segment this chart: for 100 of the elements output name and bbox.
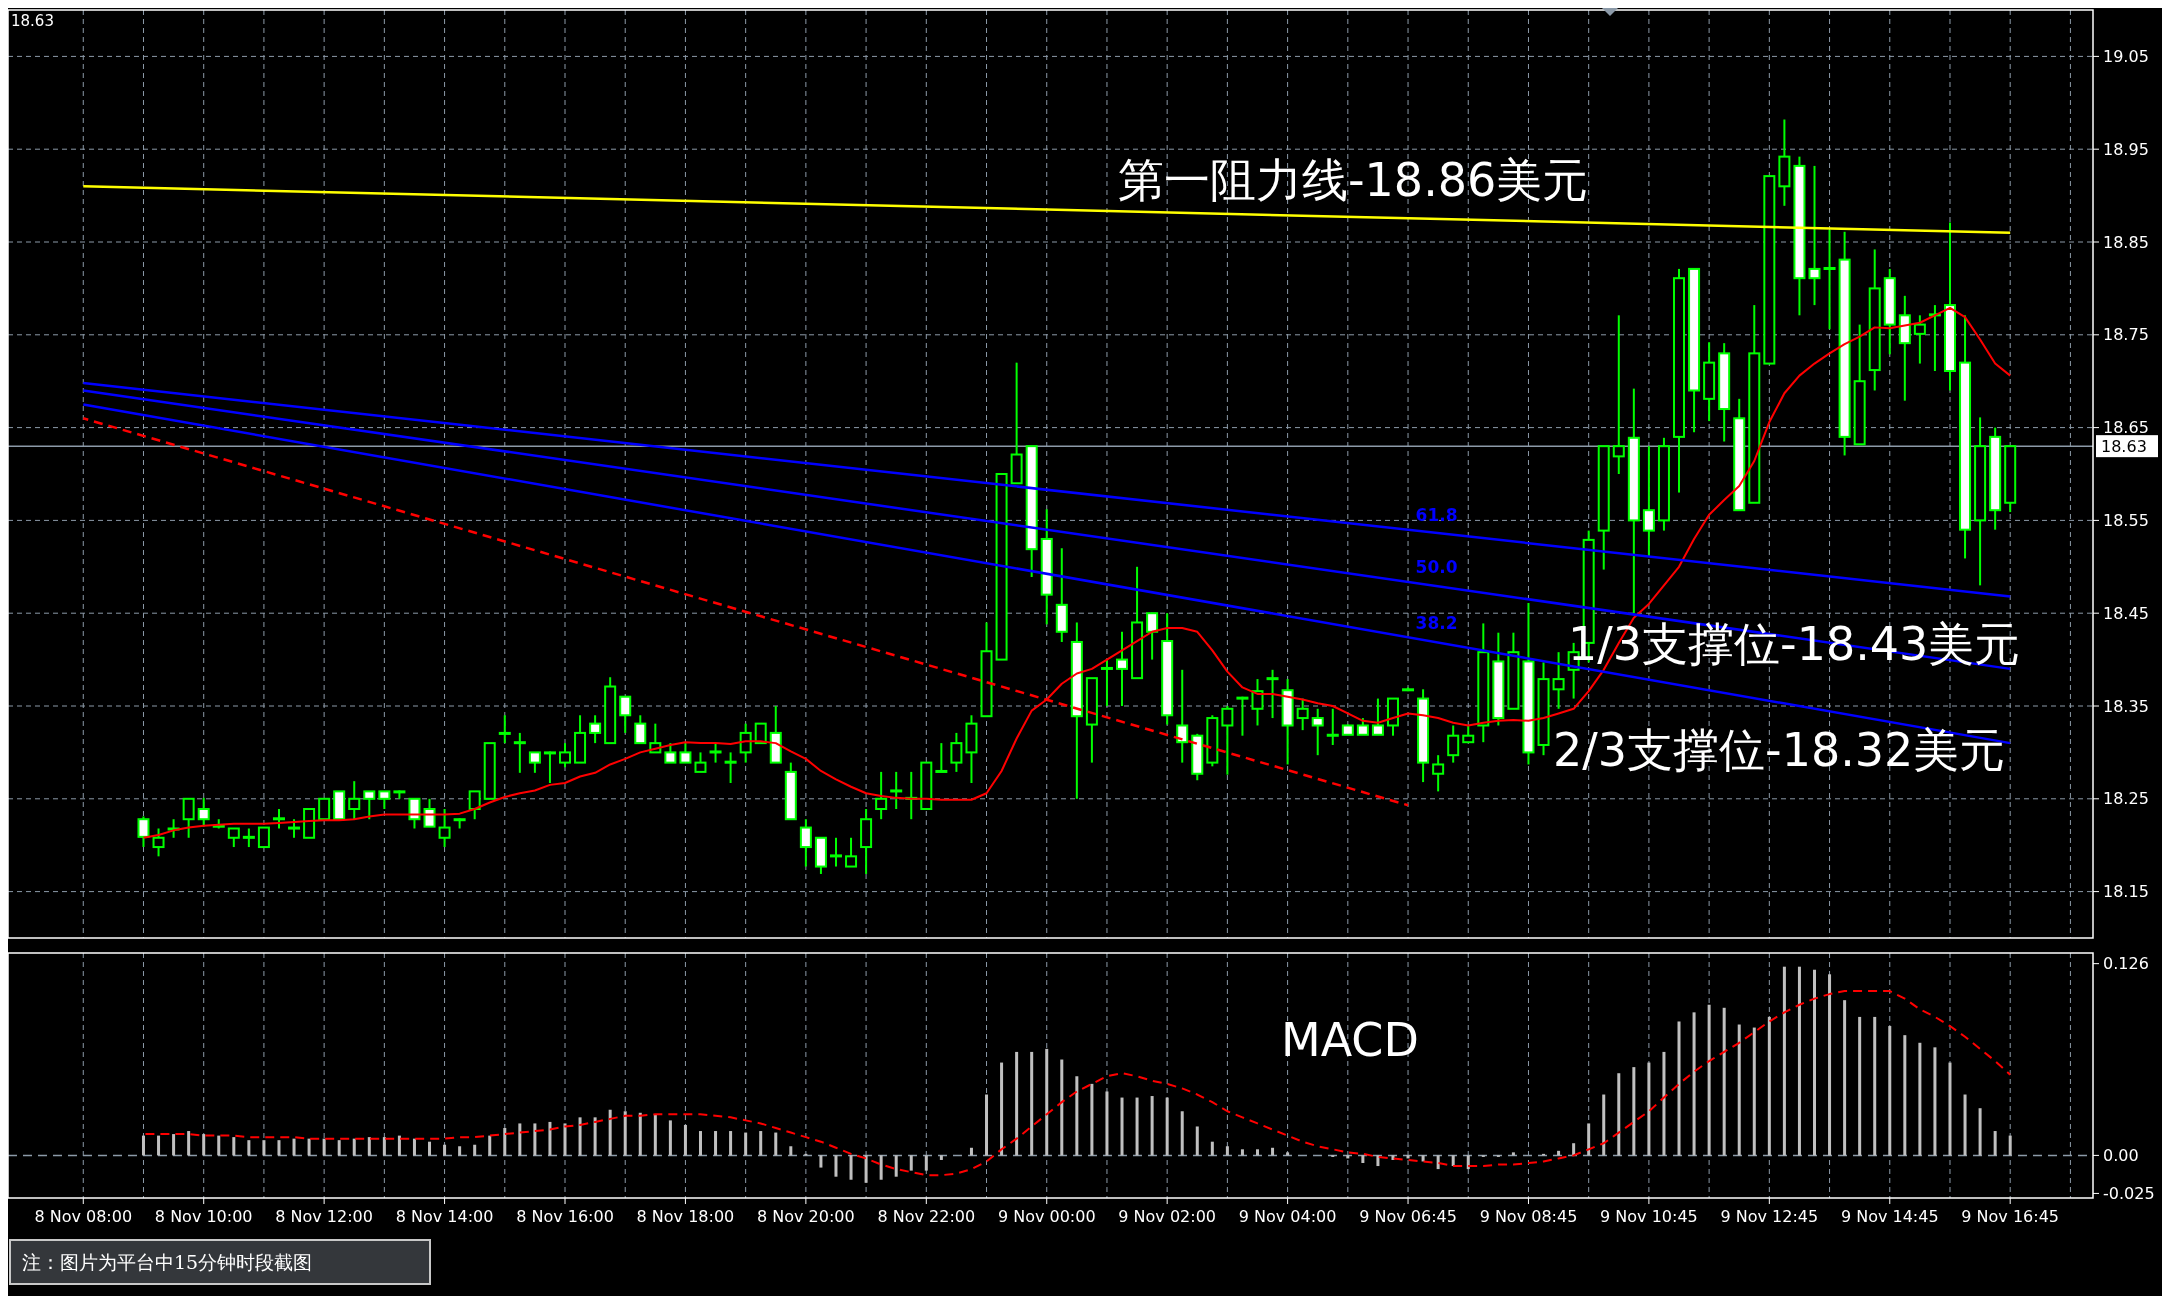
candlestick — [1116, 630, 1129, 707]
candlestick — [1326, 707, 1339, 746]
x-tick-label: 8 Nov 20:00 — [757, 1207, 855, 1226]
bar — [1180, 1111, 1184, 1156]
candlestick — [1808, 164, 1821, 307]
candlestick — [363, 790, 376, 821]
bar — [1120, 1097, 1124, 1156]
bar — [1632, 1067, 1636, 1156]
candlestick — [242, 827, 255, 849]
bar — [1903, 1035, 1907, 1156]
bar — [623, 1111, 627, 1156]
candlestick — [1552, 651, 1565, 710]
candlestick — [1236, 695, 1249, 737]
candlestick — [182, 797, 195, 839]
annotation: 第一阻力线-18.86美元 — [1118, 153, 1589, 207]
bar — [1888, 1026, 1892, 1156]
series-label: 38.2 — [1415, 612, 1458, 633]
bar — [1722, 1007, 1726, 1156]
candlestick — [559, 742, 571, 769]
bar — [247, 1140, 251, 1156]
candlestick — [288, 818, 301, 839]
bar — [864, 1155, 868, 1183]
bar — [1797, 966, 1801, 1156]
bar — [1933, 1047, 1937, 1156]
bar — [593, 1117, 597, 1156]
bar — [322, 1138, 326, 1156]
candlestick — [423, 797, 436, 828]
bar — [382, 1137, 386, 1156]
bar — [578, 1117, 582, 1156]
bar — [1511, 1152, 1515, 1156]
bar — [1918, 1042, 1922, 1156]
bar — [1436, 1155, 1440, 1170]
candlestick — [1266, 668, 1279, 720]
bar — [172, 1134, 176, 1156]
y-tick-label: 0.00 — [2103, 1145, 2139, 1165]
candlestick — [1612, 314, 1625, 475]
bar — [849, 1155, 853, 1180]
bar — [894, 1155, 898, 1177]
x-tick-label: 8 Nov 10:00 — [154, 1207, 253, 1226]
candlestick — [935, 742, 948, 773]
candlestick — [694, 751, 707, 773]
y-tick-label: 18.75 — [2103, 325, 2149, 345]
bar — [1813, 969, 1816, 1156]
candlestick — [1251, 678, 1264, 727]
candlestick — [513, 731, 526, 774]
bar — [1963, 1094, 1967, 1156]
bar — [157, 1135, 161, 1156]
y-tick-label: 19.05 — [2103, 47, 2149, 66]
bar — [1677, 1021, 1681, 1156]
bar — [1030, 1051, 1034, 1156]
bar — [202, 1134, 206, 1156]
bar — [1090, 1083, 1094, 1156]
candlestick — [257, 826, 270, 849]
x-tick-label: 8 Nov 18:00 — [636, 1207, 735, 1226]
candlestick — [664, 742, 677, 764]
bar — [1782, 966, 1786, 1156]
candlestick — [950, 731, 963, 773]
y-tick-label: 0.126 — [2103, 954, 2149, 974]
y-tick-label: -0.025 — [2103, 1184, 2155, 1204]
bar — [653, 1114, 657, 1156]
bar — [217, 1135, 221, 1156]
bar — [473, 1144, 477, 1156]
candlestick — [272, 808, 285, 830]
bar — [1225, 1146, 1229, 1156]
bar — [443, 1144, 447, 1156]
x-tick-label: 8 Nov 12:00 — [275, 1207, 373, 1226]
bar — [518, 1123, 522, 1156]
y-tick-label: 18.45 — [2103, 603, 2149, 623]
bar — [1767, 1016, 1771, 1156]
bar — [1376, 1155, 1380, 1167]
bar — [683, 1124, 687, 1156]
bar — [2008, 1135, 2012, 1156]
bar — [1602, 1094, 1606, 1156]
x-tick-label: 9 Nov 04:00 — [1238, 1207, 1337, 1226]
bar — [352, 1138, 356, 1156]
candlestick — [1176, 668, 1189, 764]
bar — [1271, 1147, 1275, 1156]
text: MACD — [1281, 1012, 1419, 1067]
y-tick-label: 18.95 — [2103, 139, 2149, 159]
text: 18.63 — [11, 12, 54, 30]
series-label: 61.8 — [1415, 504, 1458, 525]
bar — [1572, 1143, 1576, 1156]
bar — [759, 1131, 763, 1156]
bar — [1662, 1051, 1666, 1156]
bar — [1707, 1004, 1711, 1156]
line-series — [142, 990, 2012, 1177]
candlestick — [634, 714, 647, 745]
y-tick-label: 18.85 — [2103, 232, 2149, 252]
candlestick — [1296, 697, 1309, 732]
y-tick-label: 18.55 — [2103, 511, 2149, 530]
bar — [292, 1138, 296, 1156]
candlestick — [890, 770, 903, 811]
x-tick-label: 9 Nov 10:45 — [1600, 1207, 1698, 1226]
bar — [638, 1112, 642, 1156]
candlestick — [1447, 724, 1460, 764]
bar — [262, 1140, 266, 1156]
bar — [1466, 1155, 1470, 1170]
candlestick — [1432, 754, 1445, 793]
bar — [1000, 1062, 1004, 1156]
bar — [1587, 1123, 1591, 1156]
